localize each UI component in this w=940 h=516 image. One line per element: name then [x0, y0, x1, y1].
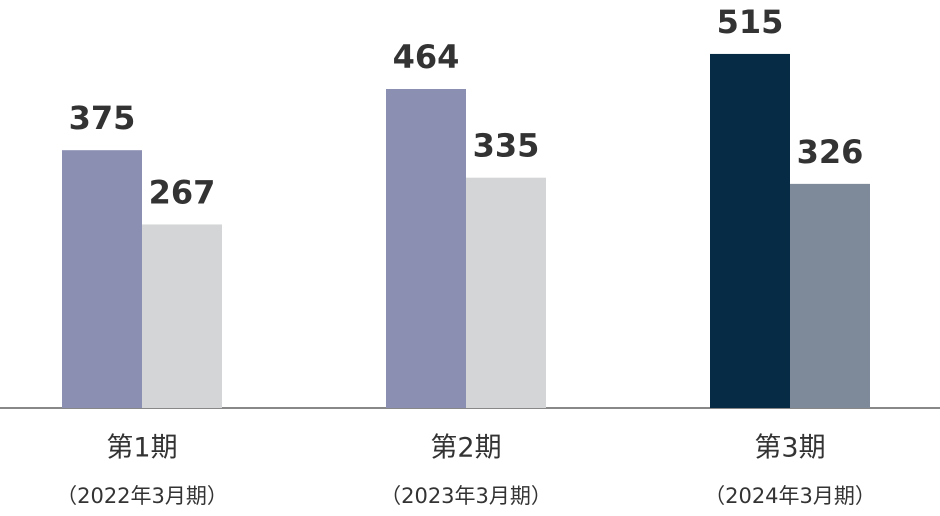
value-label: 375	[69, 99, 136, 137]
x-tick-note: （2024年3月期）	[704, 484, 876, 508]
value-label: 335	[473, 127, 540, 165]
x-tick-note: （2022年3月期）	[56, 484, 228, 508]
x-tick-label: 第1期	[106, 433, 177, 464]
bar	[710, 53, 790, 408]
bar	[142, 224, 222, 408]
bar	[790, 183, 870, 408]
x-tick-note: （2023年3月期）	[380, 484, 552, 508]
bar	[62, 150, 142, 408]
x-tick-label: 第3期	[754, 433, 825, 464]
x-tick-label: 第2期	[430, 433, 501, 464]
bar	[386, 89, 466, 408]
value-label: 326	[797, 133, 864, 171]
value-label: 464	[393, 38, 460, 76]
bar	[466, 177, 546, 408]
value-label: 515	[717, 3, 784, 41]
value-label: 267	[149, 173, 216, 211]
